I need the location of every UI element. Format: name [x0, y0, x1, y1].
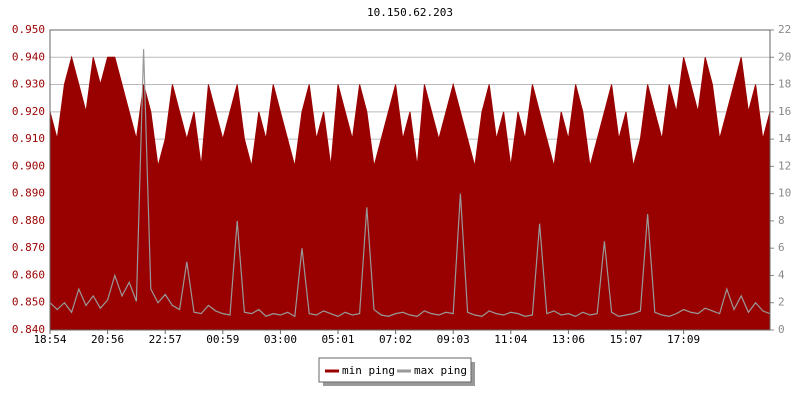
y2-tick-label: 8 — [778, 214, 785, 227]
y2-tick-label: 6 — [778, 241, 785, 254]
y2-tick-label: 20 — [778, 50, 791, 63]
line — [49, 49, 771, 318]
y-tick-label: 0.920 — [12, 105, 45, 118]
y2-tick-label: 18 — [778, 78, 791, 91]
x-tick-label: 09:03 — [437, 333, 470, 346]
x-tick-label: 17:09 — [667, 333, 700, 346]
x-tick-label: 05:01 — [321, 333, 354, 346]
y-tick-label: 0.900 — [12, 159, 45, 172]
x-tick-label: 00:59 — [206, 333, 239, 346]
legend-box — [318, 357, 472, 383]
chart-title: 10.150.62.203 — [367, 6, 453, 19]
plot-border — [49, 29, 771, 331]
x-tick-label: 22:57 — [149, 333, 182, 346]
y-tick-label: 0.840 — [12, 323, 45, 336]
y2-tick-label: 22 — [778, 23, 791, 36]
x-tick-label: 20:56 — [91, 333, 124, 346]
x-tick-label: 11:04 — [494, 333, 527, 346]
y-tick-label: 0.860 — [12, 268, 45, 281]
y2-tick-label: 0 — [778, 323, 785, 336]
y2-tick-label: 4 — [778, 268, 785, 281]
legend: min ping max ping — [318, 357, 475, 386]
y-tick-label: 0.940 — [12, 50, 45, 63]
y2-tick-label: 2 — [778, 296, 785, 309]
y2-tick-label: 16 — [778, 105, 791, 118]
y-tick-label: 0.850 — [12, 296, 45, 309]
y-tick-label: 0.880 — [12, 214, 45, 227]
y-tick-label: 0.910 — [12, 132, 45, 145]
y2-tick-label: 10 — [778, 187, 791, 200]
y-tick-label: 0.890 — [12, 187, 45, 200]
legend-label: min ping — [342, 364, 395, 377]
y-tick-label: 0.870 — [12, 241, 45, 254]
area — [49, 55, 771, 331]
x-tick-label: 03:00 — [264, 333, 297, 346]
x-tick-label: 15:07 — [609, 333, 642, 346]
legend-label: max ping — [414, 364, 467, 377]
y-tick-label: 0.950 — [12, 23, 45, 36]
y2-tick-label: 12 — [778, 159, 791, 172]
x-tick-label: 18:54 — [33, 333, 66, 346]
y-tick-label: 0.930 — [12, 78, 45, 91]
y2-tick-label: 14 — [778, 132, 792, 145]
x-tick-label: 07:02 — [379, 333, 412, 346]
x-tick-label: 13:06 — [552, 333, 585, 346]
